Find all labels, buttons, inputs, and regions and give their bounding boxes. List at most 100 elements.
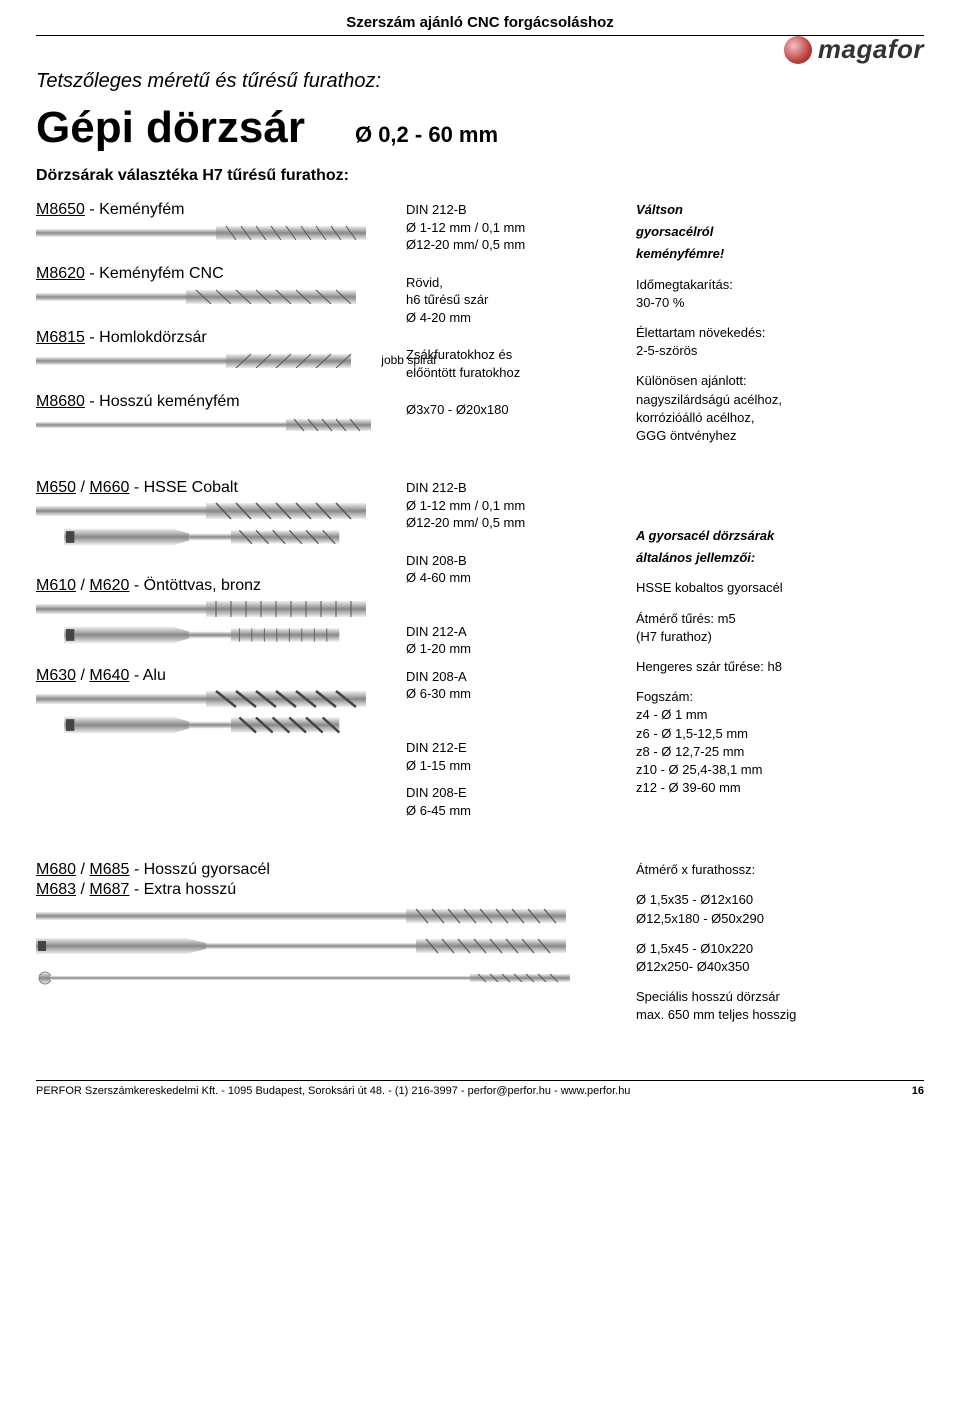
spec-line: DIN 212-A [406, 623, 626, 641]
info-block: Átmérő tűrés: m5 (H7 furathoz) [636, 610, 916, 646]
info-block: Fogszám: z4 - Ø 1 mm z6 - Ø 1,5-12,5 mm … [636, 688, 916, 797]
product-rest: - Alu [129, 667, 165, 684]
sep: / [76, 479, 89, 496]
info-heading: A gyorsacél dörzsárak [636, 527, 916, 545]
spec-block: DIN 208-A Ø 6-30 mm [406, 668, 626, 703]
info-line: HSSE kobaltos gyorsacél [636, 579, 916, 597]
info-line: Ø 1,5x45 - Ø10x220 [636, 940, 916, 958]
spec-line: DIN 208-B [406, 552, 626, 570]
spec-line: DIN 212-B [406, 201, 626, 219]
product-code: M683 [36, 881, 76, 898]
info-block: Élettartam növekedés: 2-5-szörös [636, 324, 916, 360]
spec-block: DIN 212-E Ø 1-15 mm [406, 739, 626, 774]
product-name: M683 / M687 - Extra hosszú [36, 881, 626, 899]
info-line: korrózióálló acélhoz, [636, 409, 916, 427]
spec-line: Zsákfuratokhoz és [406, 346, 626, 364]
sec1-right: Váltson gyorsacélról keményfémre! Időmeg… [636, 201, 916, 457]
info-heading: Váltson [636, 201, 916, 219]
spec-line: Rövid, [406, 274, 626, 292]
info-block: A gyorsacél dörzsárak általános jellemző… [636, 527, 916, 567]
spec-line: DIN 208-A [406, 668, 626, 686]
page-header: Szerszám ajánló CNC forgácsoláshoz magaf… [36, 14, 924, 36]
sec1-mid: DIN 212-B Ø 1-12 mm / 0,1 mm Ø12-20 mm/ … [406, 201, 626, 457]
info-line: z6 - Ø 1,5-12,5 mm [636, 725, 916, 743]
sec3-left: M680 / M685 - Hosszú gyorsacél M683 / M6… [36, 861, 626, 1036]
sep: / [76, 577, 89, 594]
main-range: Ø 0,2 - 60 mm [355, 122, 498, 148]
subheading: Dörzsárak választéka H7 tűrésű furathoz: [36, 167, 924, 185]
spec-line: Ø 1-20 mm [406, 640, 626, 658]
product-m8650: M8650 - Keményfém [36, 201, 396, 243]
info-line: Ø12,5x180 - Ø50x290 [636, 910, 916, 928]
reamer-icon [36, 527, 376, 547]
product-rest: - Homlokdörzsár [85, 329, 207, 346]
info-line: Hengeres szár tűrése: h8 [636, 658, 916, 676]
reamer-icon [36, 625, 376, 645]
section-3: M680 / M685 - Hosszú gyorsacél M683 / M6… [36, 861, 924, 1036]
info-line: nagyszilárdságú acélhoz, [636, 391, 916, 409]
spacer [636, 479, 916, 527]
product-name: M610 / M620 - Öntöttvas, bronz [36, 577, 396, 595]
product-code: M620 [89, 577, 129, 594]
intro-text: Tetszőleges méretű és tűrésű furathoz: [36, 70, 924, 93]
spiral-note: jobb spirál [381, 353, 436, 367]
info-line: 30-70 % [636, 294, 916, 312]
sec1-left: M8650 - Keményfém [36, 201, 396, 457]
spec-block: DIN 212-B Ø 1-12 mm / 0,1 mm Ø12-20 mm/ … [406, 479, 626, 532]
product-code: M680 [36, 861, 76, 878]
product-code: M650 [36, 479, 76, 496]
reamer-icon [36, 287, 376, 307]
info-line: z10 - Ø 25,4-38,1 mm [636, 761, 916, 779]
product-code: M687 [89, 881, 129, 898]
info-line: Átmérő tűrés: m5 [636, 610, 916, 628]
product-rest: - HSSE Cobalt [129, 479, 237, 496]
header-title: Szerszám ajánló CNC forgácsoláshoz [346, 14, 614, 31]
info-line: Fogszám: [636, 688, 916, 706]
product-m650-m660: M650 / M660 - HSSE Cobalt [36, 479, 396, 547]
product-code: M685 [89, 861, 129, 878]
product-name: M6815 - Homlokdörzsár [36, 329, 396, 347]
info-line: GGG öntvényhez [636, 427, 916, 445]
spec-block: Rövid, h6 tűrésű szár Ø 4-20 mm [406, 274, 626, 327]
spec-line: DIN 212-E [406, 739, 626, 757]
product-name: M650 / M660 - HSSE Cobalt [36, 479, 396, 497]
spec-line: Ø3x70 - Ø20x180 [406, 401, 626, 419]
info-line: z4 - Ø 1 mm [636, 706, 916, 724]
product-m630-m640: M630 / M640 - Alu [36, 667, 396, 735]
product-rest: - Extra hosszú [129, 881, 236, 898]
sep: / [76, 861, 89, 878]
product-code: M660 [89, 479, 129, 496]
info-line: (H7 furathoz) [636, 628, 916, 646]
reamer-icon [36, 715, 376, 735]
spec-line: Ø 6-45 mm [406, 802, 626, 820]
product-rest: - Keményfém [85, 201, 185, 218]
spec-line: előöntött furatokhoz [406, 364, 626, 382]
spec-block: DIN 212-B Ø 1-12 mm / 0,1 mm Ø12-20 mm/ … [406, 201, 626, 254]
product-name: M680 / M685 - Hosszú gyorsacél [36, 861, 626, 879]
spec-line: DIN 208-E [406, 784, 626, 802]
info-line: Különösen ajánlott: [636, 372, 916, 390]
spec-line: h6 tűrésű szár [406, 291, 626, 309]
reamer-icon [36, 971, 576, 985]
info-block: Ø 1,5x45 - Ø10x220 Ø12x250- Ø40x350 [636, 940, 916, 976]
info-line: Átmérő x furathossz: [636, 861, 916, 879]
reamer-icon [36, 415, 376, 435]
product-m8680: M8680 - Hosszú keményfém [36, 393, 396, 435]
spec-line: Ø 6-30 mm [406, 685, 626, 703]
spec-line: Ø 1-15 mm [406, 757, 626, 775]
reamer-icon [36, 907, 576, 925]
main-title: Gépi dörzsár [36, 103, 305, 153]
info-block: Időmegtakarítás: 30-70 % [636, 276, 916, 312]
info-line: Ø12x250- Ø40x350 [636, 958, 916, 976]
product-m8620: M8620 - Keményfém CNC [36, 265, 396, 307]
product-code: M640 [89, 667, 129, 684]
product-name: M8680 - Hosszú keményfém [36, 393, 396, 411]
spec-line: Ø 1-12 mm / 0,1 mm [406, 497, 626, 515]
info-block: Váltson gyorsacélról keményfémre! [636, 201, 916, 264]
section-1: M8650 - Keményfém [36, 201, 924, 457]
product-code: M8620 [36, 265, 85, 282]
section-2: M650 / M660 - HSSE Cobalt [36, 479, 924, 839]
product-code: M6815 [36, 329, 85, 346]
product-name: M8650 - Keményfém [36, 201, 396, 219]
spec-line: Ø12-20 mm/ 0,5 mm [406, 514, 626, 532]
